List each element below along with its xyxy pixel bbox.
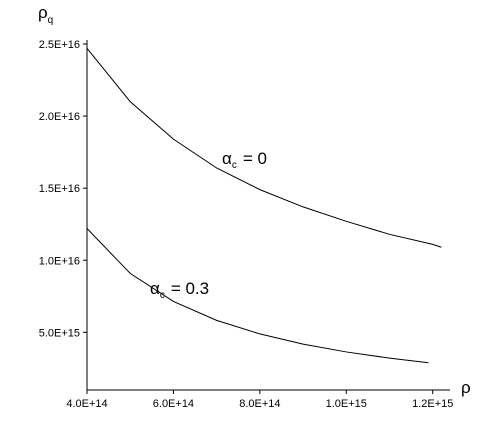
annotation: αc = 0.3: [150, 279, 209, 301]
curve: [86, 228, 429, 364]
annotation-symbol: α: [222, 149, 232, 168]
annotation-symbol: α: [150, 279, 160, 298]
x-tick-label: 8.0E+14: [239, 398, 280, 410]
y-tick-label: 1.0E+16: [39, 255, 80, 267]
y-axis-label: ρq: [38, 3, 53, 26]
x-tick-label: 1.0E+15: [326, 398, 367, 410]
annotation-text: = 0.3: [171, 279, 209, 298]
x-tick-label: 6.0E+14: [153, 398, 194, 410]
x-tick-label: 4.0E+14: [66, 398, 107, 410]
annotation-text: = 0: [243, 149, 267, 168]
y-tick-label: 2.0E+16: [39, 111, 80, 123]
annotation-subscript: c: [160, 290, 165, 301]
y-label-subscript: q: [48, 15, 54, 26]
y-tick-label: 1.5E+16: [39, 183, 80, 195]
x-tick-label: 1.2E+15: [412, 398, 453, 410]
y-tick-label: 2.5E+16: [39, 39, 80, 51]
annotation-subscript: c: [232, 160, 237, 171]
curve: [86, 48, 442, 248]
x-axis-label: ρ: [461, 378, 471, 397]
y-tick-label: 5.0E+15: [39, 327, 80, 339]
annotation: αc = 0: [222, 149, 267, 171]
y-label-symbol: ρ: [38, 3, 48, 22]
